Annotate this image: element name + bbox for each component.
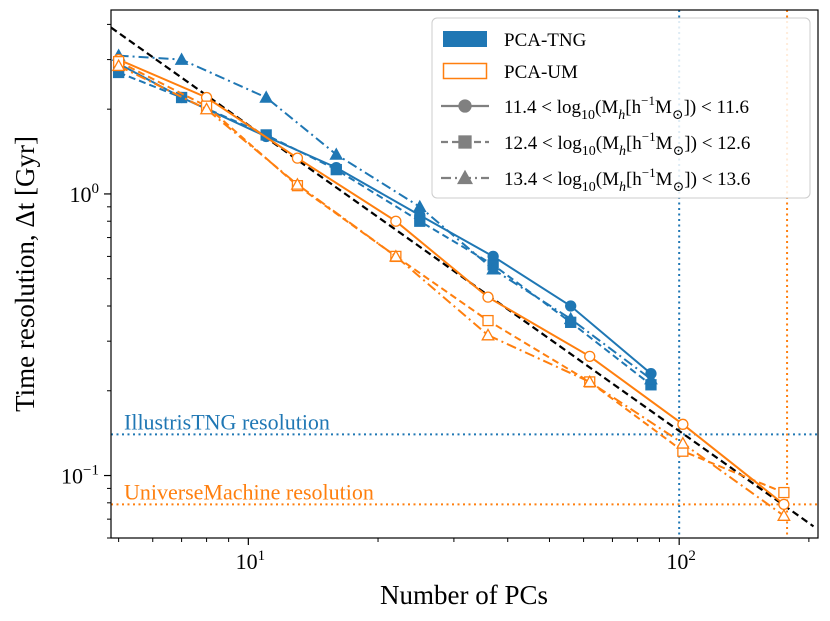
- ref-label-illustris: IllustrisTNG resolution: [124, 409, 330, 434]
- data-point: [777, 508, 791, 521]
- data-point: [644, 372, 658, 385]
- data-point: [174, 52, 189, 65]
- legend-swatch-tng: [443, 31, 487, 47]
- legend-label-mass1: 11.4 < log10(Mh[h−1M⊙]) < 11.6: [504, 93, 749, 123]
- data-point: [111, 58, 126, 72]
- data-point: [482, 314, 494, 327]
- x-tick-label-1: 102: [666, 548, 696, 574]
- legend-entry-mass2: 12.4 < log10(Mh[h−1M⊙]) < 12.6: [441, 129, 750, 159]
- x-tick-label-0: 101: [236, 548, 266, 574]
- legend-label-um: PCA-UM: [504, 62, 578, 83]
- series-line-4: [118, 60, 785, 494]
- data-point: [414, 215, 426, 227]
- y-tick-label-0: 10−1: [61, 463, 99, 489]
- legend-label-mass2: 12.4 < log10(Mh[h−1M⊙]) < 12.6: [504, 129, 750, 159]
- data-point: [676, 436, 690, 449]
- y-axis-label: Time resolution, Δt [Gyr]: [10, 136, 40, 412]
- y-tick-label-1: 100: [70, 181, 100, 207]
- x-axis-label: Number of PCs: [380, 580, 548, 610]
- data-point: [582, 374, 597, 388]
- data-point: [677, 418, 689, 430]
- data-point: [481, 328, 495, 341]
- data-point: [199, 102, 214, 115]
- legend: PCA-TNG PCA-UM 11.4 < log10(Mh[h−1M⊙]) < 1…: [431, 17, 811, 199]
- legend-label-tng: PCA-TNG: [504, 30, 587, 51]
- data-point: [390, 215, 402, 227]
- legend-entry-mass1: 11.4 < log10(Mh[h−1M⊙]) < 11.6: [441, 93, 749, 123]
- data-point: [389, 249, 403, 262]
- legend-marker-mass2: [458, 135, 472, 149]
- series-3: [112, 53, 790, 511]
- data-point: [584, 350, 596, 362]
- data-point: [259, 90, 274, 103]
- legend-entry-mass3: 13.4 < log10(Mh[h−1M⊙]) < 13.6: [441, 165, 750, 195]
- ref-label-universemachine: UniverseMachine resolution: [124, 479, 374, 504]
- data-point: [563, 311, 578, 325]
- legend-swatch-um: [442, 62, 488, 80]
- legend-entry-um: PCA-UM: [442, 62, 578, 83]
- legend-label-mass3: 13.4 < log10(Mh[h−1M⊙]) < 13.6: [504, 165, 750, 195]
- series-layer: [111, 48, 791, 521]
- data-point: [329, 147, 344, 160]
- data-point: [565, 300, 577, 312]
- legend-entry-tng: PCA-TNG: [443, 30, 587, 51]
- reference-labels-layer: IllustrisTNG resolution UniverseMachine r…: [124, 409, 374, 504]
- series-5: [111, 58, 791, 521]
- data-point: [291, 152, 304, 164]
- legend-marker-mass3: [456, 169, 474, 185]
- ticks-layer: 101 102 10−1 100: [61, 23, 810, 574]
- series-line-5: [118, 65, 785, 517]
- data-point: [330, 163, 342, 176]
- data-point: [482, 291, 494, 303]
- data-point: [486, 262, 500, 275]
- data-point: [412, 199, 427, 213]
- plot-frame: [110, 9, 819, 539]
- legend-box: [431, 17, 811, 199]
- legend-marker-mass1: [458, 99, 472, 113]
- data-point: [778, 486, 790, 499]
- series-line-3: [118, 58, 785, 506]
- data-point: [778, 498, 790, 511]
- series-line-2: [118, 54, 652, 380]
- data-point: [290, 177, 305, 190]
